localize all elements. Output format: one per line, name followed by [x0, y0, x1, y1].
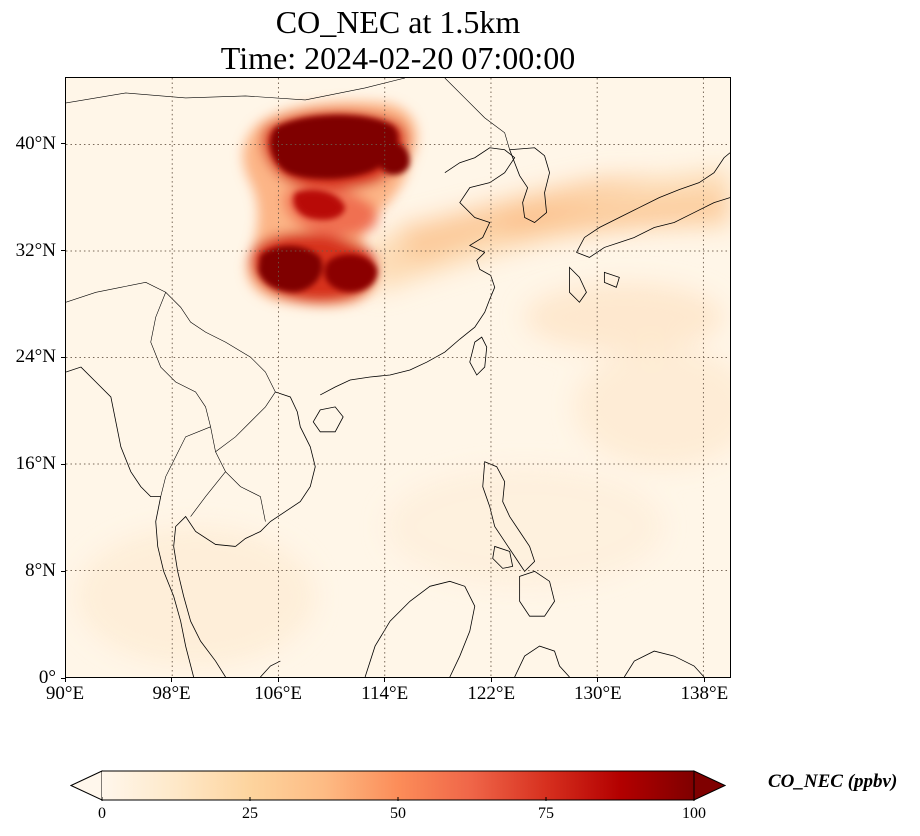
y-tick-label: 40°N: [15, 132, 56, 154]
co-plume-core: [242, 101, 417, 307]
y-tick-mark: [61, 463, 65, 465]
y-tick-mark: [61, 143, 65, 145]
map-panel[interactable]: [65, 77, 731, 678]
y-tick-mark: [61, 250, 65, 252]
x-tick-label: 98°E: [152, 683, 191, 704]
colorbar-body: [102, 771, 694, 800]
co-plume-east: [365, 167, 730, 293]
colorbar-gradient: [70, 770, 726, 801]
colorbar-tick-label: 75: [538, 805, 554, 822]
title-variable: CO_NEC at 1.5km: [275, 4, 521, 40]
x-tick-mark: [277, 678, 279, 682]
colorbar-tick-label: 100: [682, 805, 706, 822]
x-tick-mark: [490, 678, 492, 682]
y-tick-label: 8°N: [25, 560, 56, 582]
coastlines: [66, 147, 730, 677]
y-tick-label: 16°N: [15, 453, 56, 475]
x-tick-mark: [171, 678, 173, 682]
colorbar-extend-min: [70, 770, 103, 801]
x-tick-label: 90°E: [45, 683, 85, 704]
colorbar-label: CO_NEC (ppbv): [768, 771, 898, 792]
x-tick-mark: [703, 678, 705, 682]
x-tick-label: 114°E: [361, 683, 409, 704]
colorbar: [70, 770, 726, 801]
colorbar-tick-label: 25: [242, 805, 258, 822]
y-tick-mark: [61, 677, 65, 679]
x-tick-label: 122°E: [467, 683, 516, 704]
x-tick-mark: [384, 678, 386, 682]
y-tick-label: 32°N: [15, 239, 56, 261]
chart-title: CO_NEC at 1.5km Time: 2024-02-20 07:00:0…: [65, 4, 731, 76]
x-tick-mark: [64, 678, 66, 682]
y-tick-label: 24°N: [15, 346, 56, 368]
x-tick-label: 130°E: [573, 683, 622, 704]
colorbar-tick-label: 0: [98, 805, 106, 822]
title-time: Time: 2024-02-20 07:00:00: [220, 40, 576, 76]
y-tick-mark: [61, 356, 65, 358]
colorbar-extend-max: [693, 770, 726, 801]
background-field: [75, 282, 730, 667]
y-tick-label: 0°: [38, 667, 56, 688]
gridlines: [66, 78, 730, 677]
map-canvas[interactable]: [66, 78, 730, 677]
x-tick-label: 106°E: [254, 683, 302, 704]
colorbar-tick-label: 50: [390, 805, 406, 822]
country-borders: [66, 78, 510, 522]
x-tick-mark: [597, 678, 599, 682]
x-tick-label: 138°E: [680, 683, 729, 704]
y-tick-mark: [61, 570, 65, 572]
